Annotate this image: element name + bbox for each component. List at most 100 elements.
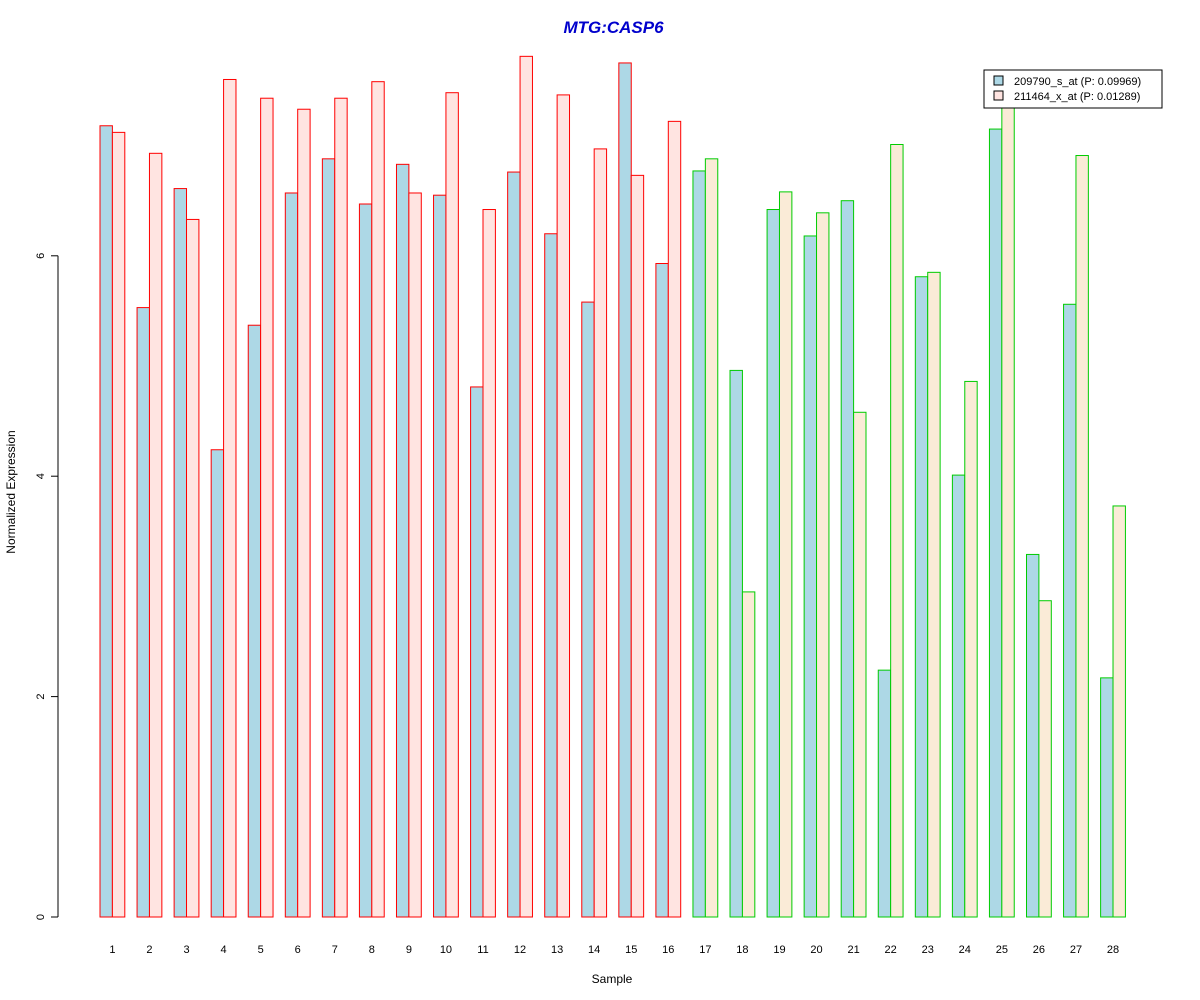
bar-series-2-sample-25 [1001, 92, 1015, 918]
bar-series-2-sample-28 [1112, 505, 1126, 918]
legend-label-series-2: 211464_x_at (P: 0.01289) [1014, 91, 1140, 103]
x-axis-labels: 1 2 3 4 5 6 7 8 9 10 11 12 13 14 15 16 17 18 19 20 21 22 23 24 2… [109, 944, 1119, 956]
bar-series-1-sample-4 [210, 449, 225, 918]
bar-series-1-sample-20 [803, 235, 818, 918]
x-tick-label: 9 [406, 944, 412, 956]
bar-series-2-sample-12 [519, 55, 533, 918]
legend-box [983, 69, 1163, 109]
x-tick-label: 26 [1033, 944, 1045, 956]
x-tick-label: 20 [810, 944, 822, 956]
bar-series-2-sample-20 [816, 212, 830, 918]
x-tick-label: 28 [1107, 944, 1119, 956]
x-tick-label: 11 [477, 944, 488, 956]
legend: 209790_s_at (P: 0.09969) 211464_x_at (P:… [983, 69, 1163, 109]
bar-series-2-sample-22 [890, 143, 904, 918]
bar-series-2-sample-3 [186, 218, 200, 918]
bar-series-2-sample-19 [778, 191, 793, 918]
bar-series-2-sample-4 [223, 78, 237, 918]
x-tick-label: 24 [959, 944, 971, 956]
x-tick-label: 1 [109, 944, 115, 956]
y-tick-label: 0 [35, 914, 47, 920]
bar-series-1-sample-19 [766, 209, 780, 918]
x-tick-label: 5 [258, 944, 264, 956]
bar-series-2-sample-21 [853, 411, 867, 918]
bar-series-1-sample-27 [1063, 303, 1077, 918]
x-tick-label: 14 [588, 944, 600, 956]
y-axis: 0 2 4 6 [35, 253, 59, 920]
bar-series-2-sample-5 [260, 97, 274, 918]
y-axis-title: Normalized Expression [4, 430, 18, 553]
legend-swatch-series-2 [993, 90, 1004, 101]
bar-series-1-sample-9 [395, 163, 410, 918]
legend-label-series-1: 209790_s_at (P: 0.09969) [1014, 76, 1141, 88]
bar-series-1-sample-11 [470, 386, 484, 918]
bar-series-1-sample-8 [358, 203, 373, 918]
bar-series-1-sample-22 [877, 669, 892, 918]
bar-series-1-sample-14 [581, 301, 595, 918]
x-tick-label: 15 [625, 944, 637, 956]
bar-series-2-sample-16 [667, 120, 682, 918]
bar-series-2-sample-15 [630, 174, 645, 918]
bar-series-1-sample-2 [136, 307, 150, 918]
bar-series-1-sample-16 [655, 263, 669, 918]
bar-series-2-sample-8 [371, 81, 385, 918]
y-tick-label: 2 [35, 694, 47, 700]
y-tick-label: 4 [35, 473, 47, 479]
bar-series-1-sample-23 [914, 276, 929, 918]
x-tick-label: 2 [146, 944, 152, 956]
bar-series-1-sample-28 [1100, 677, 1114, 918]
x-tick-label: 18 [736, 944, 748, 956]
bar-series-2-sample-2 [148, 152, 163, 918]
bar-series-2-sample-23 [927, 271, 941, 918]
bar-series-1-sample-26 [1026, 553, 1040, 918]
bar-series-1-sample-6 [284, 192, 299, 918]
bar-series-2-sample-24 [964, 380, 978, 918]
bar-series-1-sample-12 [507, 171, 521, 918]
x-tick-label: 27 [1070, 944, 1082, 956]
x-tick-label: 21 [847, 944, 859, 956]
x-tick-label: 16 [662, 944, 674, 956]
x-tick-label: 6 [295, 944, 301, 956]
bar-series-2-sample-10 [445, 92, 459, 918]
x-tick-label: 8 [369, 944, 375, 956]
x-tick-label: 13 [551, 944, 563, 956]
bar-series-2-sample-9 [408, 192, 422, 918]
legend-swatch-series-1 [993, 75, 1004, 86]
chart-title: MTG:CASP6 [563, 18, 664, 37]
bar-series-1-sample-17 [692, 170, 706, 918]
x-tick-label: 7 [332, 944, 338, 956]
bar-series-2-sample-6 [297, 108, 311, 918]
bar-series-1-sample-18 [729, 369, 743, 918]
bar-series-2-sample-11 [482, 209, 496, 918]
bar-series-1-sample-25 [988, 128, 1003, 918]
bar-series-1-sample-13 [544, 233, 558, 918]
x-tick-label: 22 [885, 944, 897, 956]
bar-series-2-sample-1 [111, 131, 126, 918]
x-tick-label: 17 [699, 944, 711, 956]
x-tick-label: 25 [996, 944, 1008, 956]
x-axis-title: Sample [592, 972, 633, 986]
bar-series-2-sample-27 [1075, 155, 1089, 918]
x-tick-label: 10 [440, 944, 452, 956]
bar-series-2-sample-18 [741, 591, 756, 918]
x-tick-label: 12 [514, 944, 526, 956]
bar-series-2-sample-13 [556, 94, 571, 918]
bars-layer [99, 55, 1126, 918]
bar-series-1-sample-24 [951, 474, 966, 918]
bar-series-1-sample-3 [173, 188, 188, 918]
x-tick-label: 23 [922, 944, 934, 956]
bar-series-1-sample-7 [321, 158, 336, 918]
x-tick-label: 4 [221, 944, 227, 956]
bar-series-1-sample-1 [99, 125, 113, 918]
bar-series-1-sample-10 [433, 194, 447, 918]
bar-series-2-sample-14 [593, 148, 608, 918]
bar-series-2-sample-26 [1038, 600, 1052, 918]
bar-series-1-sample-21 [840, 200, 855, 918]
bar-series-2-sample-7 [334, 97, 348, 918]
bar-series-1-sample-5 [247, 324, 262, 918]
x-tick-label: 19 [773, 944, 785, 956]
bar-series-1-sample-15 [618, 62, 632, 918]
x-tick-label: 3 [183, 944, 189, 956]
y-tick-label: 6 [35, 253, 47, 259]
